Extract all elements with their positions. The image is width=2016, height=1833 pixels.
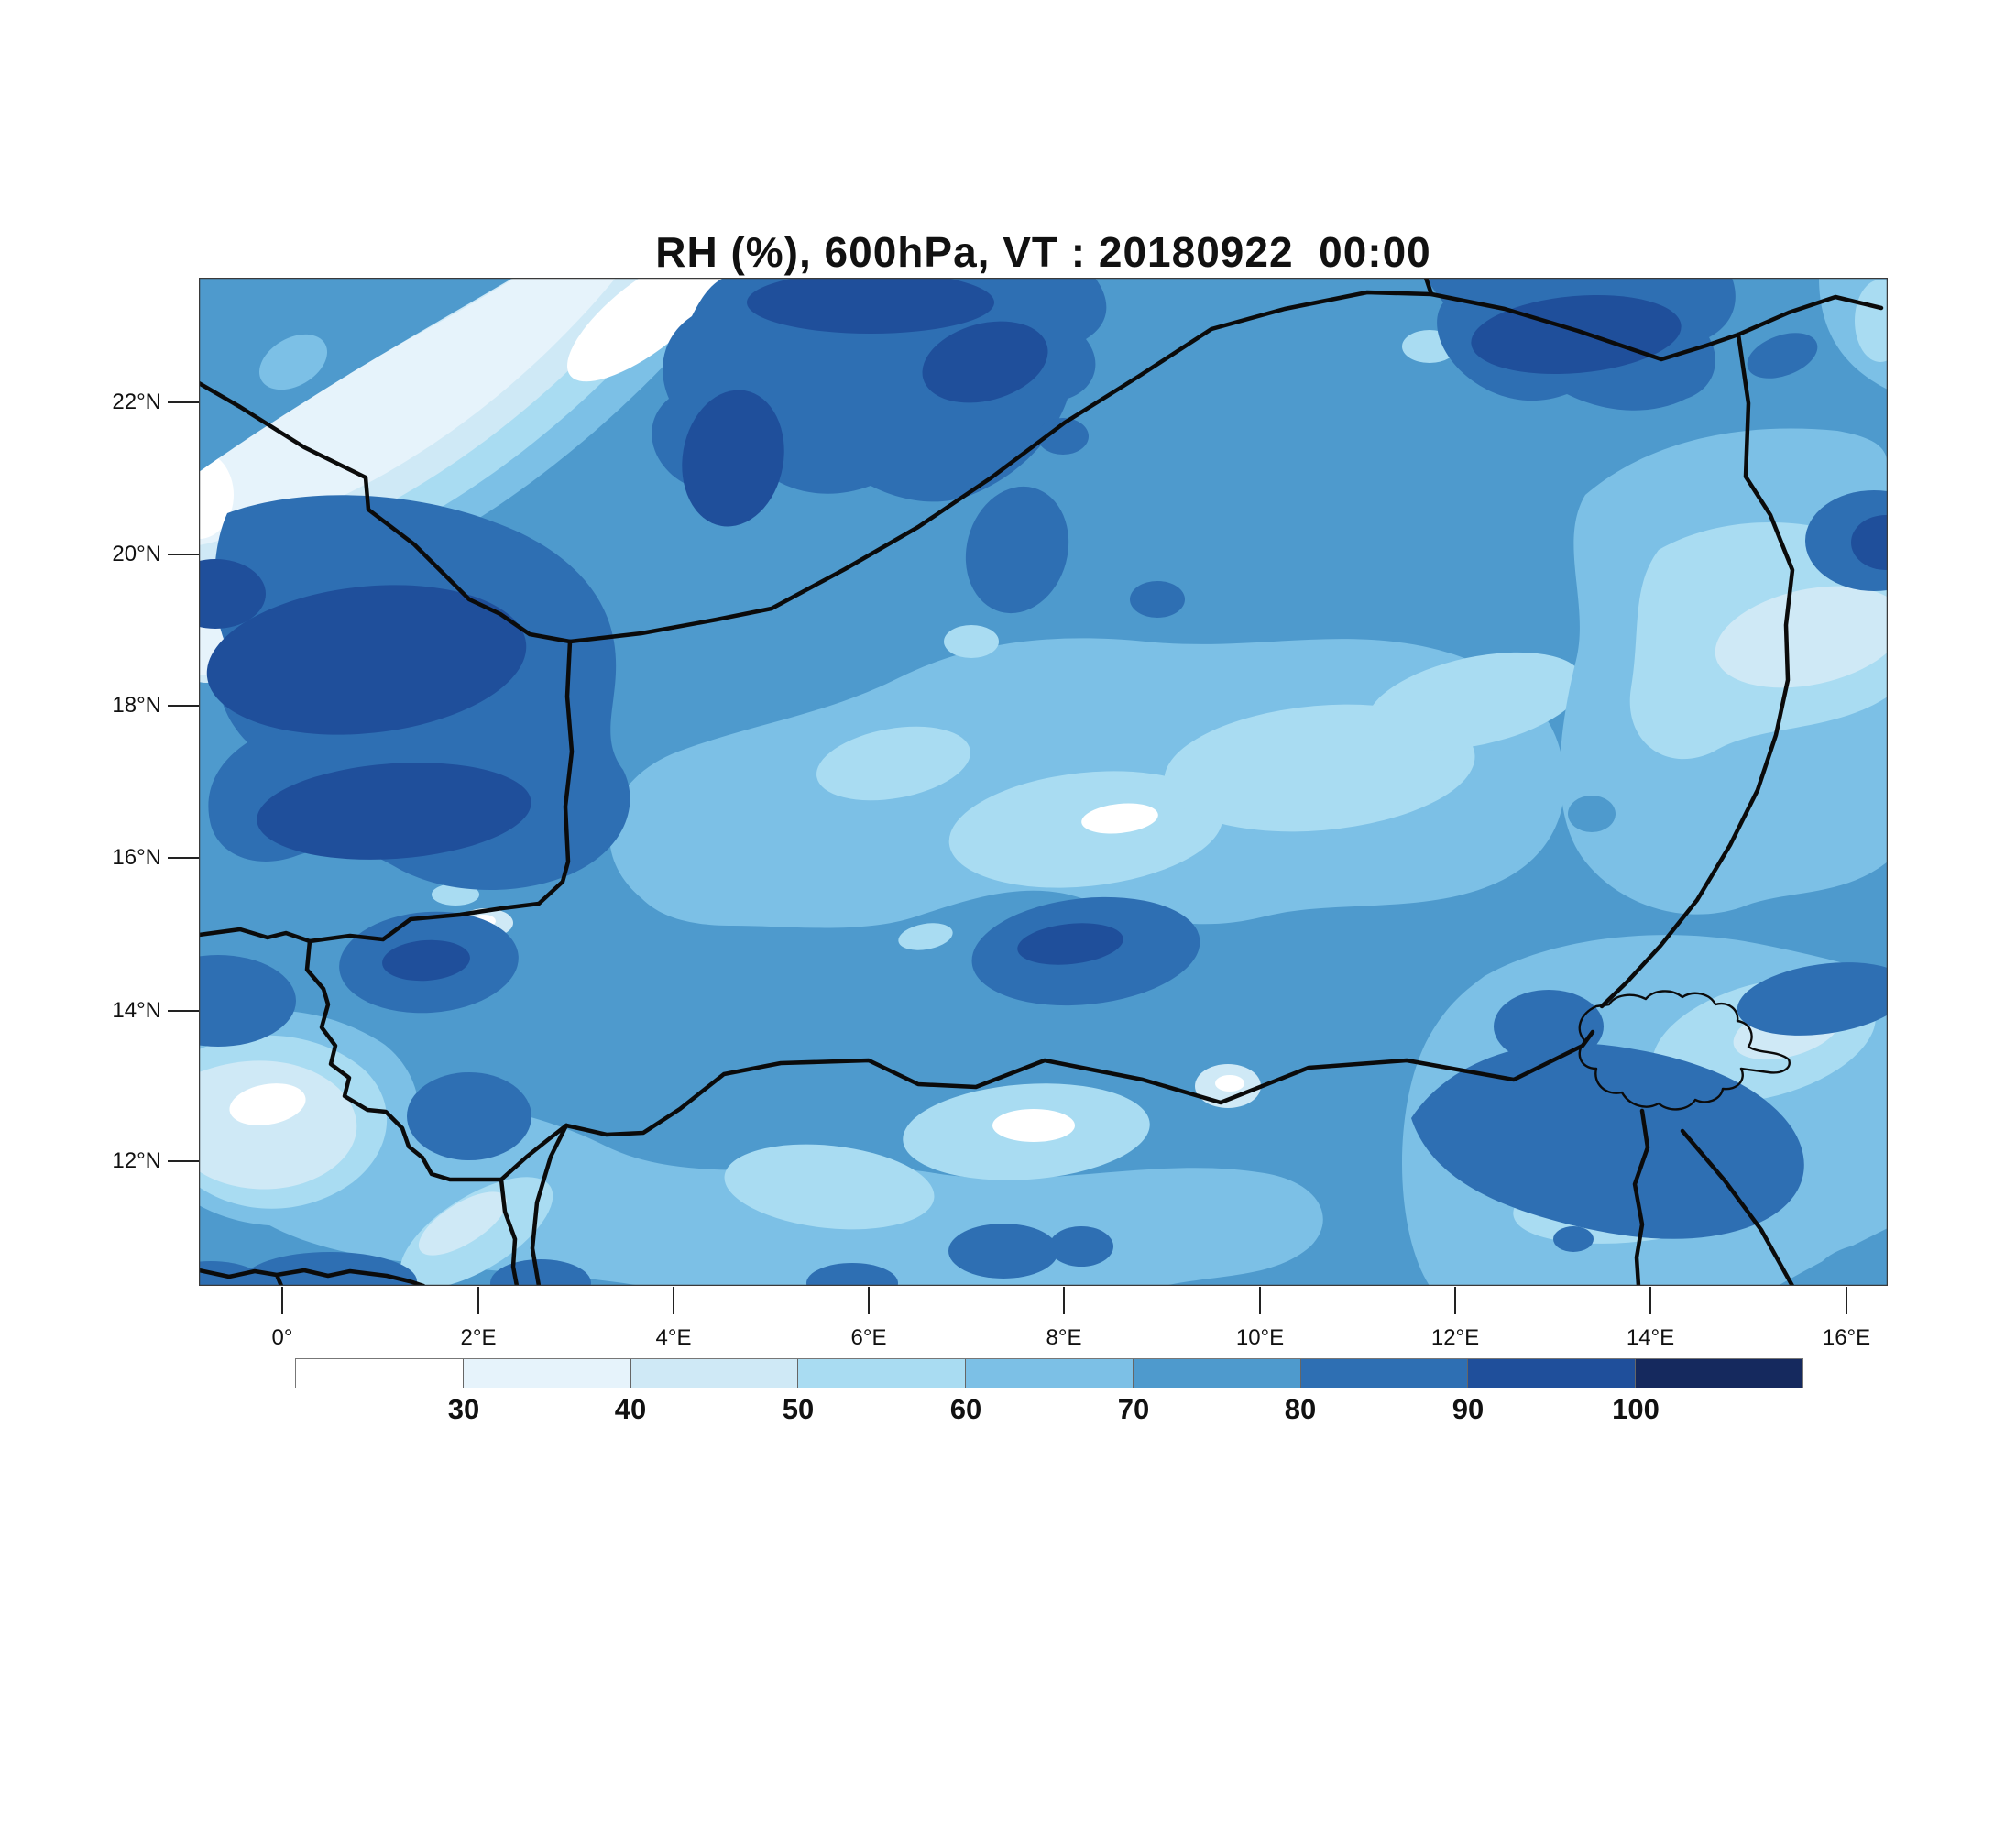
border-algeria-niger <box>567 290 1884 644</box>
page-title: RH (%), 600hPa, VT : 20180922 00:00 <box>655 228 1431 276</box>
border-burkina-niger <box>304 938 504 1182</box>
lon-tick-label: 14°E <box>1626 1325 1675 1350</box>
lat-tick-label: 20°N <box>112 542 161 566</box>
colorbar-segment-70-80 <box>1133 1359 1301 1388</box>
border-benin-niger <box>499 1123 569 1182</box>
colorbar-segment-80-90 <box>1300 1359 1469 1388</box>
lat-tick-mark <box>168 401 199 403</box>
colorbar-tick-label: 30 <box>447 1393 480 1425</box>
lon-tick-mark <box>1846 1287 1847 1314</box>
lon-tick-mark <box>1259 1287 1261 1314</box>
lon-tick-mark <box>281 1287 283 1314</box>
lon-tick-mark <box>1454 1287 1456 1314</box>
border-mali-niger <box>199 639 575 944</box>
lon-tick-mark <box>1649 1287 1651 1314</box>
lon-tick-label: 8°E <box>1046 1325 1082 1350</box>
border-niger-nigeria <box>564 1029 1595 1137</box>
lon-tick-label: 0° <box>271 1325 293 1350</box>
colorbar-segment-60-70 <box>966 1359 1134 1388</box>
lon-tick-label: 10°E <box>1235 1325 1285 1350</box>
colorbar-tick-label: 70 <box>1117 1393 1150 1425</box>
border-benin-nigeria <box>530 1123 569 1286</box>
lon-tick-mark <box>673 1287 674 1314</box>
lon-tick-mark <box>1063 1287 1065 1314</box>
lat-tick-label: 12°N <box>112 1148 161 1173</box>
contour-fills-dark <box>199 278 1888 1286</box>
border-top-spur <box>1423 278 1434 297</box>
country-borders <box>199 278 1884 1286</box>
lat-tick-mark <box>168 705 199 707</box>
border-niger-chad <box>1599 332 1795 1009</box>
lon-tick-label: 6°E <box>850 1325 887 1350</box>
colorbar-segment-90-100 <box>1468 1359 1637 1388</box>
colorbar-segment-lt30 <box>296 1359 464 1388</box>
lat-tick-label: 22°N <box>112 390 161 414</box>
border-algeria-mali <box>199 380 573 644</box>
border-bottom-left <box>199 1268 426 1286</box>
lon-tick-mark <box>477 1287 479 1314</box>
rh-contour-svg <box>199 278 1888 1286</box>
colorbar-segment-30-40 <box>463 1359 631 1388</box>
colorbar-tick-label: 60 <box>949 1393 982 1425</box>
colorbar-tick-label: 90 <box>1452 1393 1485 1425</box>
lake-chad-outline <box>1578 990 1791 1111</box>
lat-tick-mark <box>168 857 199 859</box>
colorbar-tick-label: 40 <box>614 1393 647 1425</box>
lon-tick-label: 16°E <box>1822 1325 1871 1350</box>
lon-tick-mark <box>868 1287 870 1314</box>
colorbar-segment-50-60 <box>798 1359 967 1388</box>
colorbar <box>295 1358 1803 1388</box>
colorbar-segment-gt100 <box>1636 1359 1803 1388</box>
colorbar-tick-label: 50 <box>782 1393 815 1425</box>
colorbar-tick-label: 100 <box>1612 1393 1660 1425</box>
lat-tick-mark <box>168 554 199 555</box>
border-chad-cameroon <box>1632 1108 1650 1286</box>
rh-contour-map <box>199 278 1888 1286</box>
lon-tick-label: 4°E <box>655 1325 692 1350</box>
lat-tick-label: 16°N <box>112 845 161 870</box>
lat-tick-label: 18°N <box>112 693 161 718</box>
colorbar-tick-label: 80 <box>1284 1393 1317 1425</box>
border-chad-south <box>1680 1128 1795 1286</box>
lat-tick-mark <box>168 1010 199 1012</box>
colorbar-segment-40-50 <box>630 1359 799 1388</box>
lat-tick-label: 14°N <box>112 998 161 1023</box>
lon-tick-label: 12°E <box>1430 1325 1480 1350</box>
lat-tick-mark <box>168 1160 199 1162</box>
border-benin-togo <box>499 1177 520 1286</box>
lon-tick-label: 2°E <box>460 1325 497 1350</box>
